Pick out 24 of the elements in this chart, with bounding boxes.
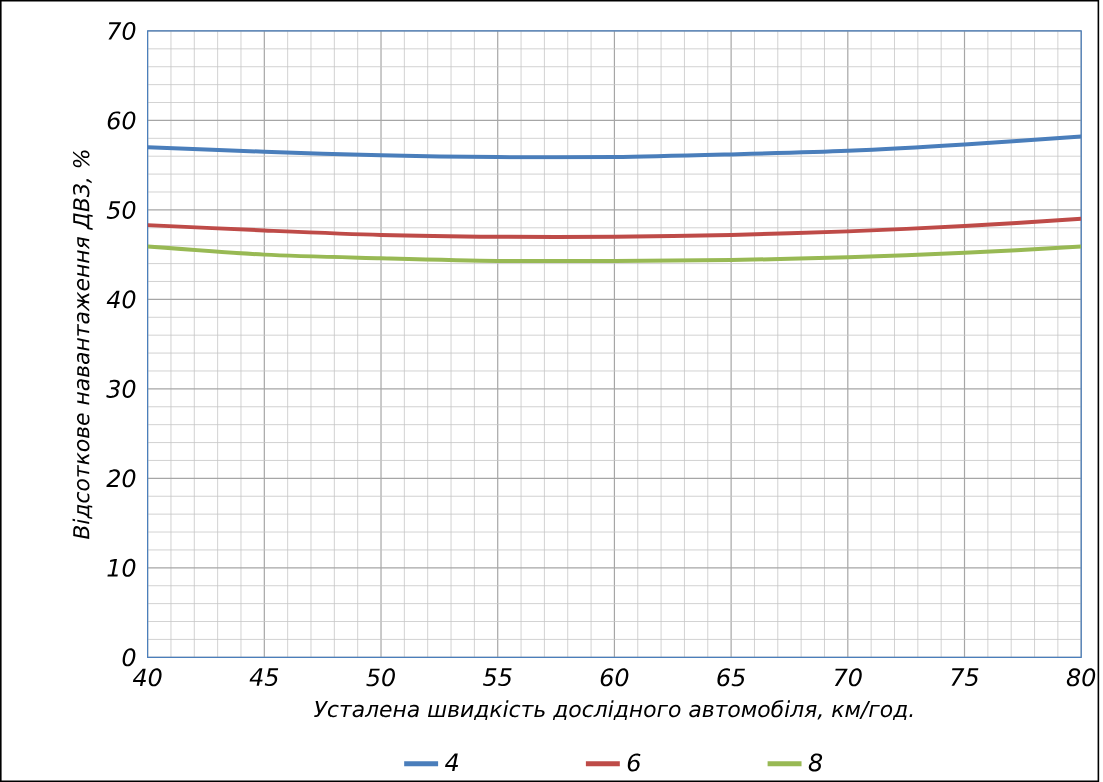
x-tick-label: 80	[1066, 668, 1096, 687]
legend-label: 4	[445, 753, 459, 771]
y-tick-label: 20	[106, 469, 136, 488]
x-tick-label: 45	[249, 668, 279, 687]
y-tick-label: 10	[107, 558, 136, 577]
x-tick-label: 55	[483, 668, 512, 687]
y-tick-label: 50	[106, 200, 136, 219]
legend-label: 6	[627, 753, 641, 772]
x-tick-label: 70	[834, 668, 862, 687]
x-tick-label: 60	[600, 668, 629, 687]
y-axis-title: Відсоткове навантаження ДВЗ, %	[72, 150, 93, 540]
x-axis-title: Усталена швидкість дослідного автомобіля, км/год.	[314, 699, 913, 720]
line-series	[147, 216, 1082, 239]
line-series	[147, 244, 1082, 264]
y-tick-label: 0	[122, 648, 136, 667]
y-tick-label: 40	[106, 290, 136, 309]
x-tick-label: 40	[132, 668, 162, 687]
x-tick-label: 75	[951, 668, 979, 687]
x-tick-label: 65	[717, 668, 745, 687]
y-tick-label: 60	[107, 111, 136, 130]
y-tick-label: 70	[108, 21, 136, 40]
legend-label: 8	[808, 753, 823, 772]
x-tick-label: 50	[366, 668, 395, 687]
y-tick-label: 30	[106, 379, 136, 398]
